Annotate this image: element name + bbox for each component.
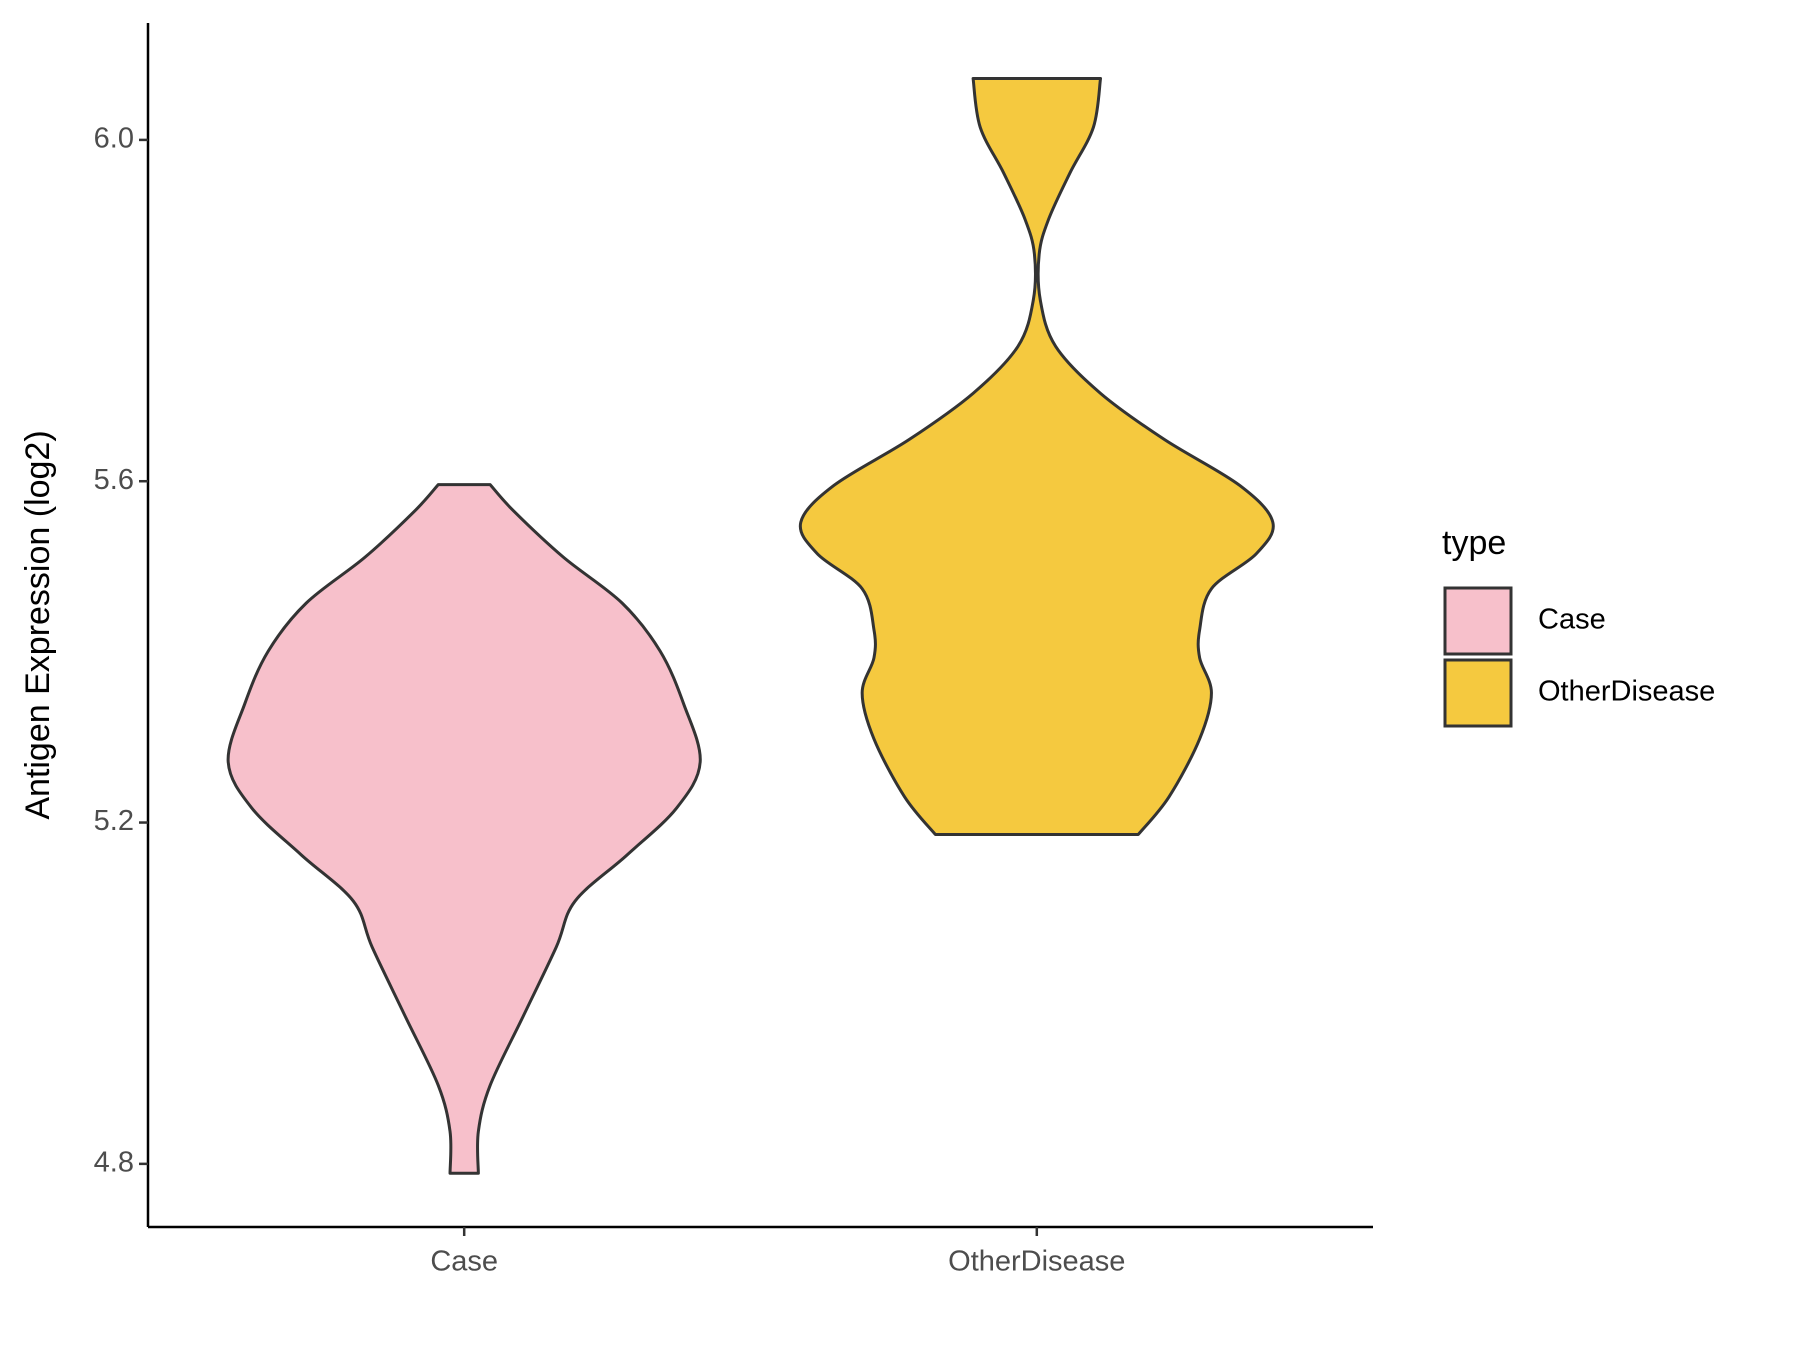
legend-label: OtherDisease: [1538, 676, 1715, 708]
legend-key: [1443, 658, 1513, 728]
legend-label: Case: [1538, 604, 1606, 636]
legend-title: type: [1442, 524, 1506, 562]
violin: [798, 76, 1275, 836]
y-tick-label: 4.8: [94, 1147, 134, 1179]
legend-key: [1443, 586, 1513, 656]
violin: [226, 483, 702, 1175]
x-tick-label: OtherDisease: [948, 1246, 1125, 1278]
y-tick-label: 6.0: [94, 123, 134, 155]
y-tick-label: 5.2: [94, 805, 134, 837]
y-axis-title: Antigen Expression (log2): [19, 430, 57, 819]
x-tick-label: Case: [430, 1246, 498, 1278]
y-tick-label: 5.6: [94, 464, 134, 496]
